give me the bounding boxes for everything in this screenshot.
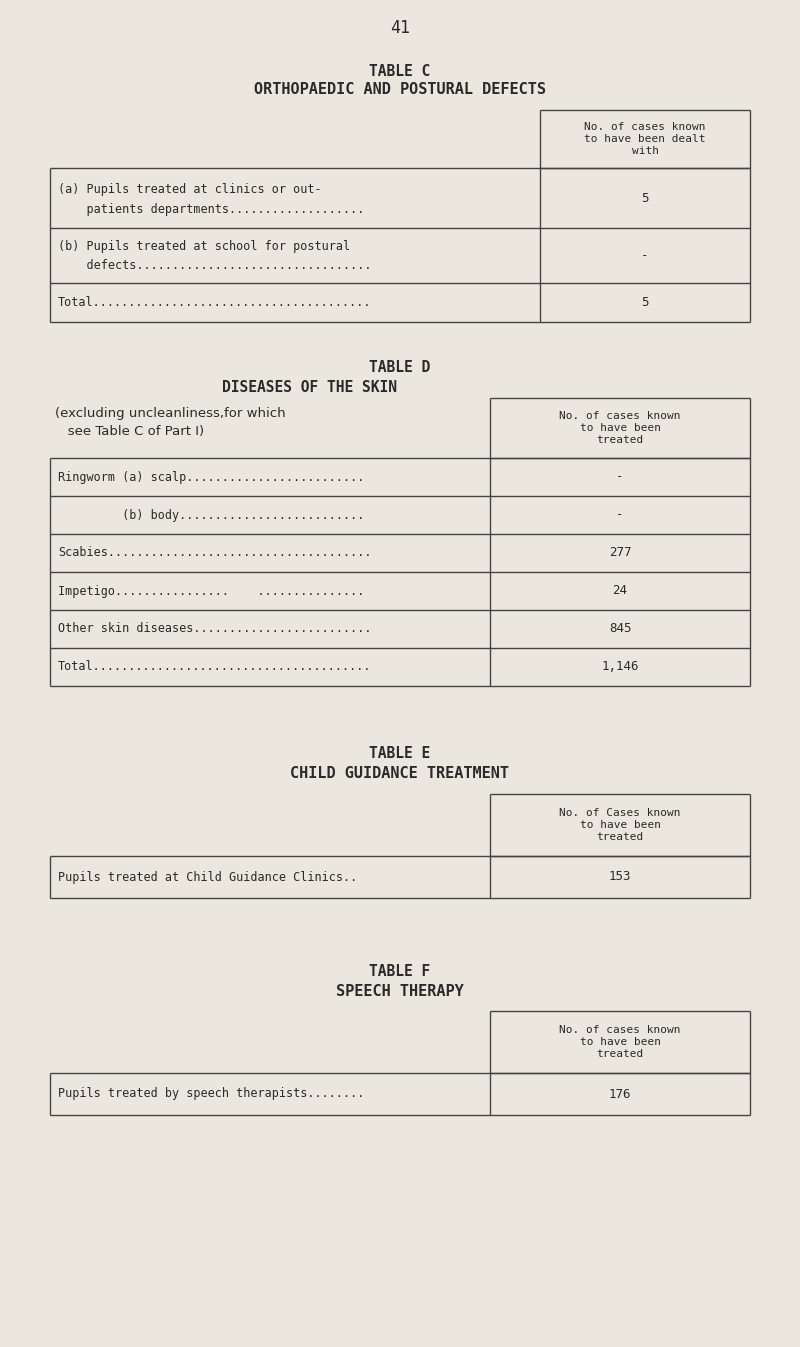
Text: TABLE C: TABLE C: [370, 65, 430, 79]
Text: Total.......................................: Total...................................…: [58, 296, 371, 308]
Text: Impetigo................    ...............: Impetigo................ ...............: [58, 585, 364, 598]
Text: 1,146: 1,146: [602, 660, 638, 674]
Text: see Table C of Part I): see Table C of Part I): [55, 426, 204, 439]
Text: No. of cases known
to have been
treated: No. of cases known to have been treated: [559, 411, 681, 445]
Text: Pupils treated at Child Guidance Clinics..: Pupils treated at Child Guidance Clinics…: [58, 870, 358, 884]
Text: (a) Pupils treated at clinics or out-: (a) Pupils treated at clinics or out-: [58, 182, 322, 195]
Text: 277: 277: [609, 547, 631, 559]
Text: 41: 41: [390, 19, 410, 36]
Text: -: -: [616, 509, 624, 521]
Text: Ringworm (a) scalp.........................: Ringworm (a) scalp......................…: [58, 470, 364, 484]
Text: (b) body..........................: (b) body..........................: [58, 509, 364, 521]
Text: defects.................................: defects.................................: [58, 259, 371, 272]
Text: SPEECH THERAPY: SPEECH THERAPY: [336, 983, 464, 998]
Text: ORTHOPAEDIC AND POSTURAL DEFECTS: ORTHOPAEDIC AND POSTURAL DEFECTS: [254, 82, 546, 97]
Text: No. of cases known
to have been
treated: No. of cases known to have been treated: [559, 1025, 681, 1059]
Text: No. of Cases known
to have been
treated: No. of Cases known to have been treated: [559, 808, 681, 842]
Text: 5: 5: [642, 296, 649, 308]
Text: Total.......................................: Total...................................…: [58, 660, 371, 674]
Text: 176: 176: [609, 1087, 631, 1100]
Text: TABLE E: TABLE E: [370, 746, 430, 761]
Text: 153: 153: [609, 870, 631, 884]
Text: Pupils treated by speech therapists........: Pupils treated by speech therapists.....…: [58, 1087, 364, 1100]
Text: -: -: [616, 470, 624, 484]
Text: TABLE D: TABLE D: [370, 361, 430, 376]
Text: No. of cases known
to have been dealt
with: No. of cases known to have been dealt wi…: [584, 123, 706, 156]
Text: -: -: [642, 249, 649, 263]
Text: Other skin diseases.........................: Other skin diseases.....................…: [58, 622, 371, 636]
Text: 5: 5: [642, 191, 649, 205]
Text: (b) Pupils treated at school for postural: (b) Pupils treated at school for postura…: [58, 240, 350, 253]
Text: 24: 24: [613, 585, 627, 598]
Text: (excluding uncleanliness,for which: (excluding uncleanliness,for which: [55, 407, 286, 419]
Text: CHILD GUIDANCE TREATMENT: CHILD GUIDANCE TREATMENT: [290, 766, 510, 781]
Text: patients departments...................: patients departments...................: [58, 203, 364, 217]
Text: 845: 845: [609, 622, 631, 636]
Text: TABLE F: TABLE F: [370, 963, 430, 978]
Text: DISEASES OF THE SKIN: DISEASES OF THE SKIN: [222, 380, 398, 396]
Text: Scabies.....................................: Scabies.................................…: [58, 547, 371, 559]
